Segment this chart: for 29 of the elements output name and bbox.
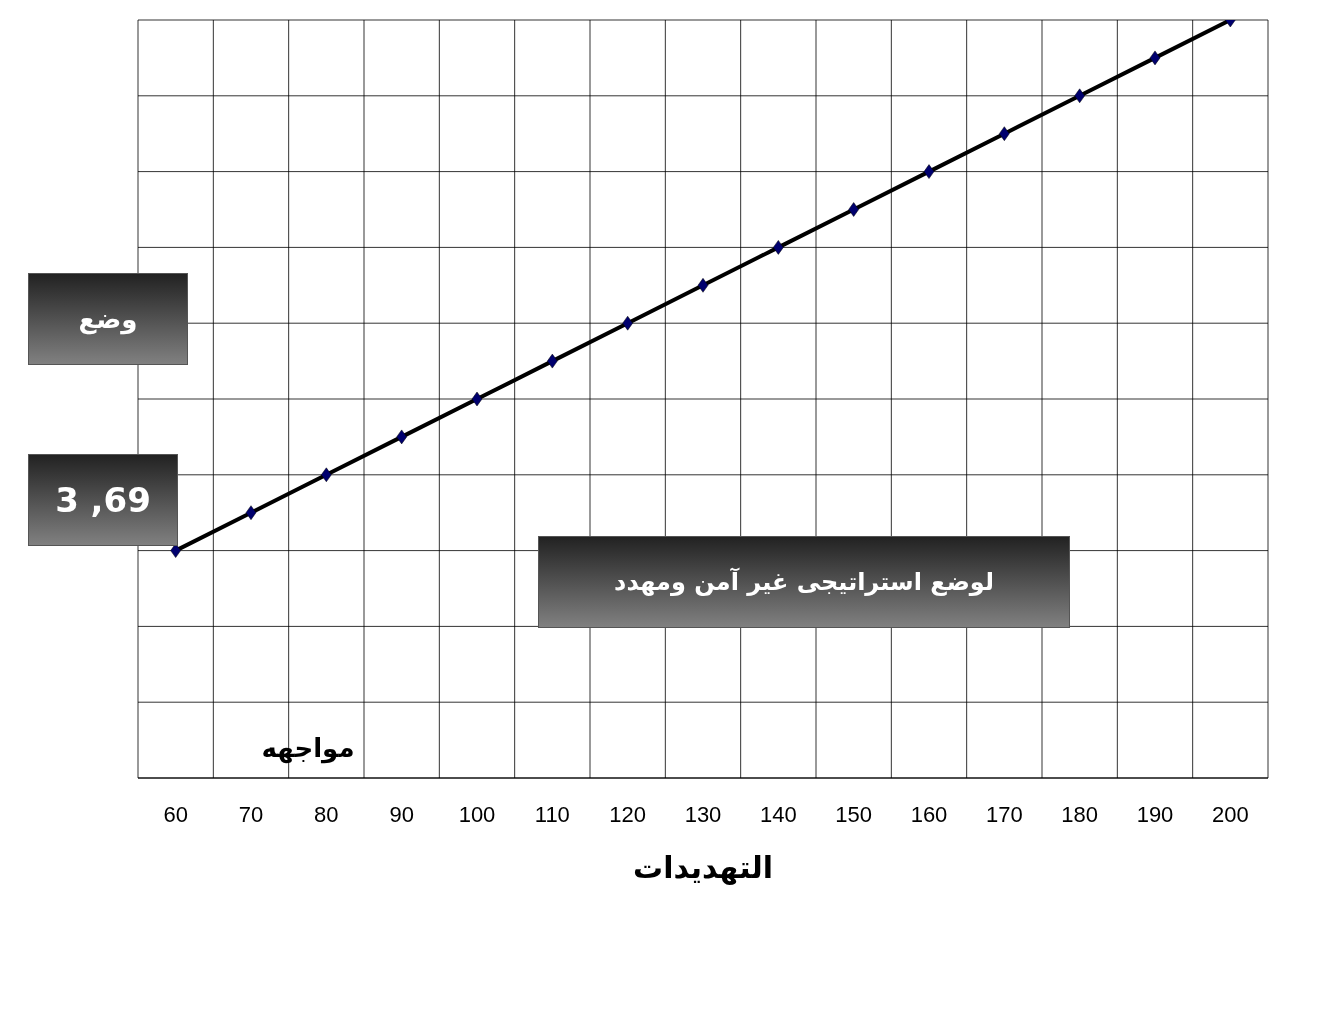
- point: [999, 126, 1010, 141]
- x-tick-label: 200: [1211, 801, 1249, 827]
- x-tick-label: 150: [835, 801, 873, 827]
- text-box: وضع: [28, 273, 188, 365]
- point: [245, 505, 257, 520]
- point: [697, 278, 709, 293]
- x-tick-label: 160: [910, 801, 948, 827]
- x-axis-title: التهديدات: [633, 850, 773, 885]
- x-tick-label: 110: [534, 801, 570, 827]
- x-tick-label: 130: [684, 801, 722, 827]
- x-tick-label: 90: [389, 801, 414, 827]
- annotation: 3 ,69: [55, 480, 151, 520]
- x-tick-label: 140: [759, 801, 797, 827]
- point: [471, 391, 483, 407]
- point: [1149, 50, 1161, 66]
- point: [923, 164, 935, 179]
- x-tick-label: 100: [458, 801, 496, 827]
- point: [848, 202, 859, 217]
- text-box: 3 ,69: [28, 454, 178, 546]
- text-box: لوضع استراتيجى غير آمن ومهدد: [538, 536, 1070, 628]
- x-tick-label: 80: [314, 801, 339, 827]
- x-tick-label: 170: [985, 801, 1023, 827]
- x-tick-label: 60: [163, 801, 188, 827]
- x-tick-label: 120: [609, 801, 647, 827]
- x-tick-label: 180: [1061, 801, 1099, 827]
- x-tick-label: 190: [1136, 801, 1174, 827]
- point: [773, 240, 784, 255]
- x-tick-label: 70: [238, 801, 264, 827]
- annotation: لوضع استراتيجى غير آمن ومهدد: [614, 568, 994, 596]
